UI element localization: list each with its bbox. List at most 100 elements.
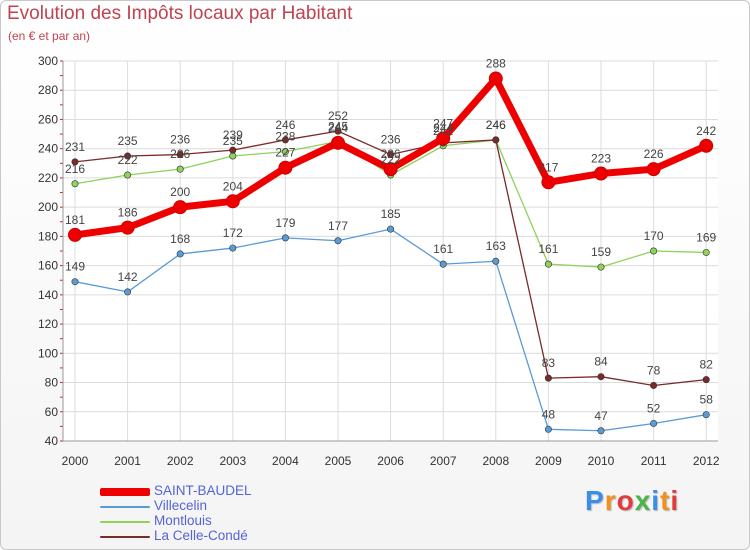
x-tick-label: 2011	[641, 454, 667, 468]
logo-letter: t	[660, 485, 671, 516]
data-label: 48	[542, 407, 556, 421]
x-tick-label: 2000	[62, 454, 89, 468]
data-label: 216	[65, 162, 85, 176]
y-tick-label: 140	[38, 288, 58, 302]
data-point	[334, 237, 342, 245]
data-point	[702, 411, 710, 419]
data-point	[71, 180, 79, 188]
data-label: 83	[542, 356, 556, 370]
y-tick-label: 40	[45, 434, 59, 448]
y-tick-label: 240	[38, 142, 58, 156]
data-label: 242	[433, 124, 453, 138]
logo-letter: i	[670, 485, 680, 516]
legend-swatch	[100, 535, 150, 538]
chart-subtitle: (en € et par an)	[8, 29, 91, 43]
data-label: 200	[170, 185, 190, 199]
data-label: 223	[591, 152, 611, 166]
logo-letter: o	[616, 485, 635, 516]
data-label: 231	[65, 140, 85, 154]
data-label: 244	[328, 121, 348, 135]
data-label: 170	[644, 229, 664, 243]
legend-label: Montlouis	[154, 513, 212, 528]
data-point	[492, 136, 500, 144]
data-label: 47	[594, 409, 608, 423]
logo-letter: i	[651, 485, 661, 516]
data-label: 222	[381, 153, 401, 167]
y-tick-label: 100	[38, 346, 58, 360]
logo-letter: r	[604, 485, 617, 516]
data-point	[173, 200, 188, 215]
data-point	[544, 260, 552, 268]
data-label: 78	[647, 363, 661, 377]
data-label: 177	[328, 219, 348, 233]
data-label: 204	[223, 179, 243, 193]
data-point	[387, 151, 395, 159]
data-label: 179	[275, 216, 295, 230]
y-tick-label: 180	[38, 229, 58, 243]
legend-swatch	[100, 487, 150, 496]
data-point	[334, 127, 342, 135]
x-tick-label: 2012	[693, 454, 720, 468]
data-label: 58	[700, 393, 714, 407]
legend-swatch	[100, 505, 150, 508]
data-label: 226	[644, 147, 664, 161]
data-label: 235	[223, 134, 243, 148]
x-tick-label: 2006	[377, 454, 404, 468]
x-tick-label: 2003	[219, 454, 246, 468]
data-point	[278, 160, 293, 175]
data-label: 52	[647, 401, 661, 415]
y-tick-label: 120	[38, 317, 58, 331]
data-point	[225, 194, 240, 209]
data-label: 239	[223, 128, 243, 142]
data-label: 238	[275, 130, 295, 144]
legend-label: La Celle-Condé	[154, 528, 248, 543]
y-tick-label: 200	[38, 200, 58, 214]
data-point	[646, 162, 661, 177]
data-label: 245	[328, 119, 348, 133]
x-tick-label: 2007	[430, 454, 457, 468]
x-tick-label: 2010	[588, 454, 615, 468]
data-label: 222	[118, 153, 138, 167]
data-point	[176, 151, 184, 159]
data-point	[71, 158, 79, 166]
data-label: 142	[118, 270, 138, 284]
data-point	[541, 175, 556, 190]
data-point	[439, 260, 447, 268]
data-point	[71, 278, 79, 286]
data-label: 149	[65, 260, 85, 274]
proxiti-logo: Proxiti	[585, 485, 679, 517]
data-label: 288	[486, 57, 506, 71]
data-point	[488, 71, 503, 86]
data-label: 217	[538, 160, 558, 174]
y-tick-label: 160	[38, 259, 58, 273]
legend-label: Villecelin	[154, 498, 208, 513]
data-point	[597, 263, 605, 271]
data-label: 246	[486, 118, 506, 132]
data-label: 181	[65, 213, 85, 227]
data-point	[120, 220, 135, 235]
logo-letter: P	[585, 485, 605, 516]
data-point	[702, 376, 710, 384]
data-point	[229, 244, 237, 252]
data-label: 252	[328, 109, 348, 123]
data-label: 161	[433, 242, 453, 256]
data-point	[597, 373, 605, 381]
x-tick-label: 2009	[535, 454, 562, 468]
data-label: 247	[433, 116, 453, 130]
data-point	[650, 381, 658, 389]
logo-letter: x	[634, 485, 652, 516]
data-label: 226	[381, 147, 401, 161]
data-point	[650, 419, 658, 427]
data-label: 159	[591, 245, 611, 259]
data-label: 169	[696, 230, 716, 244]
data-label: 246	[486, 118, 506, 132]
x-tick-label: 2008	[482, 454, 509, 468]
data-label: 235	[118, 134, 138, 148]
data-point	[124, 171, 132, 179]
x-tick-label: 2004	[272, 454, 299, 468]
data-label: 236	[381, 133, 401, 147]
data-label: 226	[170, 147, 190, 161]
data-label: 163	[486, 239, 506, 253]
data-label: 84	[594, 355, 608, 369]
data-label: 246	[275, 118, 295, 132]
